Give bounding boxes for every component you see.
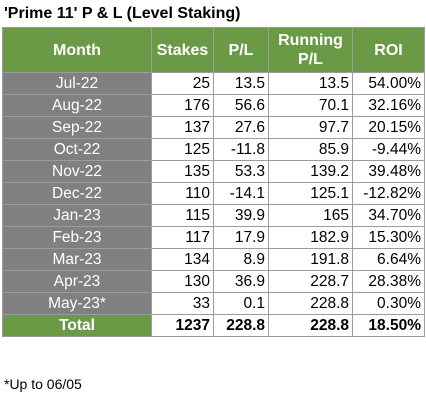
header-running-pl: Running P/L (268, 27, 353, 73)
table-row: Jan-23 115 39.9 165 34.70% (2, 204, 425, 227)
cell-roi: 32.16% (352, 94, 425, 117)
cell-roi: 6.64% (352, 248, 425, 271)
cell-roi: 20.15% (352, 116, 425, 139)
total-label: Total (2, 314, 152, 337)
cell-month: May-23* (2, 292, 152, 315)
cell-pl: -14.1 (213, 182, 269, 205)
cell-month: Sep-22 (2, 116, 152, 139)
header-running-line1: Running (278, 32, 343, 49)
cell-pl: 39.9 (213, 204, 269, 227)
cell-stakes: 176 (151, 94, 214, 117)
header-stakes: Stakes (151, 27, 214, 73)
cell-stakes: 115 (151, 204, 214, 227)
cell-stakes: 33 (151, 292, 214, 315)
cell-running-pl: 97.7 (268, 116, 353, 139)
total-roi: 18.50% (352, 314, 425, 337)
cell-running-pl: 182.9 (268, 226, 353, 249)
table-row: Feb-23 117 17.9 182.9 15.30% (2, 226, 425, 249)
cell-month: Jan-23 (2, 204, 152, 227)
header-running-line2: P/L (298, 51, 323, 68)
pl-table: Month Stakes P/L Running P/L ROI Jul-22 2… (2, 27, 425, 337)
cell-running-pl: 191.8 (268, 248, 353, 271)
cell-running-pl: 70.1 (268, 94, 353, 117)
table-row: Sep-22 137 27.6 97.7 20.15% (2, 116, 425, 139)
cell-running-pl: 228.8 (268, 292, 353, 315)
table-title: 'Prime 11' P & L (Level Staking) (4, 5, 241, 22)
cell-pl: 27.6 (213, 116, 269, 139)
cell-month: Nov-22 (2, 160, 152, 183)
cell-roi: 34.70% (352, 204, 425, 227)
cell-month: Jul-22 (2, 72, 152, 95)
cell-stakes: 134 (151, 248, 214, 271)
header-roi: ROI (352, 27, 425, 73)
cell-month: Dec-22 (2, 182, 152, 205)
cell-pl: -11.8 (213, 138, 269, 161)
cell-roi: 39.48% (352, 160, 425, 183)
cell-stakes: 135 (151, 160, 214, 183)
footnote: *Up to 06/05 (4, 376, 82, 392)
cell-roi: -9.44% (352, 138, 425, 161)
cell-roi: 54.00% (352, 72, 425, 95)
cell-pl: 17.9 (213, 226, 269, 249)
cell-pl: 13.5 (213, 72, 269, 95)
cell-stakes: 130 (151, 270, 214, 293)
table-row: Nov-22 135 53.3 139.2 39.48% (2, 160, 425, 183)
total-running-pl: 228.8 (268, 314, 353, 337)
cell-stakes: 25 (151, 72, 214, 95)
total-stakes: 1237 (151, 314, 214, 337)
cell-month: Oct-22 (2, 138, 152, 161)
cell-running-pl: 85.9 (268, 138, 353, 161)
cell-roi: -12.82% (352, 182, 425, 205)
cell-running-pl: 13.5 (268, 72, 353, 95)
cell-roi: 28.38% (352, 270, 425, 293)
table-row: Mar-23 134 8.9 191.8 6.64% (2, 248, 425, 271)
cell-month: Apr-23 (2, 270, 152, 293)
table-row: Jul-22 25 13.5 13.5 54.00% (2, 72, 425, 95)
cell-stakes: 125 (151, 138, 214, 161)
table-row: May-23* 33 0.1 228.8 0.30% (2, 292, 425, 315)
header-row: Month Stakes P/L Running P/L ROI (2, 27, 425, 73)
table-row: Dec-22 110 -14.1 125.1 -12.82% (2, 182, 425, 205)
cell-running-pl: 125.1 (268, 182, 353, 205)
cell-stakes: 110 (151, 182, 214, 205)
cell-pl: 53.3 (213, 160, 269, 183)
table-row: Oct-22 125 -11.8 85.9 -9.44% (2, 138, 425, 161)
header-month: Month (2, 27, 152, 73)
cell-month: Feb-23 (2, 226, 152, 249)
cell-running-pl: 139.2 (268, 160, 353, 183)
table-row: Aug-22 176 56.6 70.1 32.16% (2, 94, 425, 117)
cell-roi: 0.30% (352, 292, 425, 315)
cell-pl: 56.6 (213, 94, 269, 117)
table-row: Apr-23 130 36.9 228.7 28.38% (2, 270, 425, 293)
cell-running-pl: 228.7 (268, 270, 353, 293)
cell-pl: 0.1 (213, 292, 269, 315)
total-pl: 228.8 (213, 314, 269, 337)
header-pl: P/L (213, 27, 269, 73)
cell-pl: 36.9 (213, 270, 269, 293)
cell-month: Aug-22 (2, 94, 152, 117)
total-row: Total 1237 228.8 228.8 18.50% (2, 314, 425, 337)
cell-roi: 15.30% (352, 226, 425, 249)
cell-month: Mar-23 (2, 248, 152, 271)
cell-running-pl: 165 (268, 204, 353, 227)
cell-pl: 8.9 (213, 248, 269, 271)
cell-stakes: 137 (151, 116, 214, 139)
cell-stakes: 117 (151, 226, 214, 249)
